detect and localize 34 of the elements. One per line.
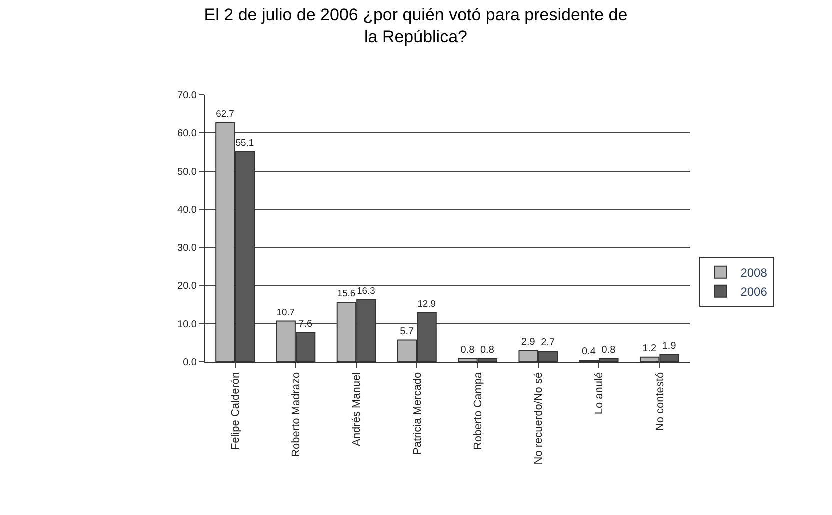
data-label: 12.9 [418, 298, 436, 309]
x-tick-label: No recuerdo/No sé [533, 372, 546, 465]
data-label: 16.3 [357, 285, 376, 296]
y-tick-label: 10.0 [178, 319, 198, 330]
data-label: 15.6 [337, 288, 356, 299]
data-label: 2.9 [521, 336, 536, 348]
data-label: 62.7 [216, 108, 234, 120]
x-tick-label: No contestó [654, 372, 666, 432]
data-label: 55.1 [236, 137, 254, 148]
y-tick-label: 70.0 [178, 90, 198, 102]
y-tick-label: 20.0 [178, 281, 198, 292]
data-label: 5.7 [400, 326, 415, 338]
data-label: 1.2 [642, 343, 658, 354]
x-tick-label: Felipe Calderón [230, 372, 242, 450]
y-tick-label: 30.0 [178, 243, 198, 254]
data-label: 0.8 [602, 344, 616, 356]
y-tick-label: 40.0 [178, 204, 198, 216]
x-tick-label: Andrés Manuel [351, 372, 364, 446]
y-tick-label: 50.0 [178, 166, 198, 178]
data-label: 0.8 [460, 344, 476, 356]
data-label: 10.7 [276, 306, 296, 318]
legend-label: 2008 [740, 266, 768, 280]
data-label: 0.4 [582, 346, 596, 358]
chart-title: El 2 de julio de 2006 ¿por quién votó para presidente de la República? [204, 6, 628, 47]
y-tick-label: 60.0 [178, 128, 198, 140]
y-tick-label: 0.0 [183, 358, 198, 368]
data-label: 1.9 [662, 340, 677, 352]
data-label: 0.8 [480, 344, 495, 356]
x-tick-label: Roberto Madrazo [290, 372, 303, 458]
x-tick-label: Patricia Mercado [412, 372, 424, 455]
data-label: 2.7 [541, 338, 556, 349]
legend-label: 2006 [740, 285, 768, 300]
x-tick-label: Roberto Campa [472, 372, 484, 450]
x-tick-label: Lo anulé [594, 372, 606, 415]
